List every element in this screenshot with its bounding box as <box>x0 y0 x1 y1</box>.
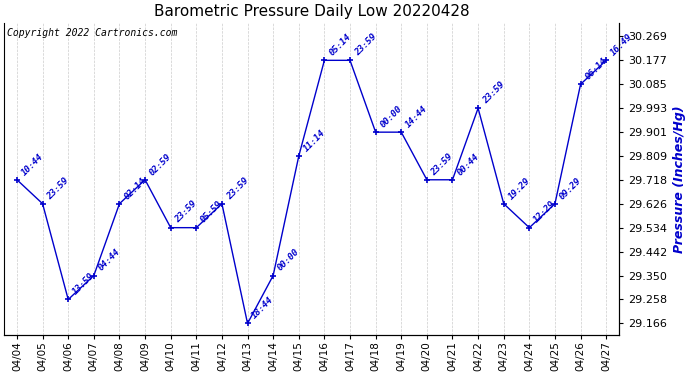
Text: 23:59: 23:59 <box>481 80 506 105</box>
Text: 02:59: 02:59 <box>148 152 173 177</box>
Text: 10:44: 10:44 <box>20 152 45 177</box>
Text: 05:14: 05:14 <box>327 32 353 57</box>
Text: 05:59: 05:59 <box>199 200 224 225</box>
Y-axis label: Pressure (Inches/Hg): Pressure (Inches/Hg) <box>673 105 686 253</box>
Text: 13:59: 13:59 <box>71 272 97 297</box>
Text: 02:14: 02:14 <box>122 176 148 201</box>
Text: 11:14: 11:14 <box>302 128 327 153</box>
Text: Copyright 2022 Cartronics.com: Copyright 2022 Cartronics.com <box>7 28 177 38</box>
Text: 19:29: 19:29 <box>506 176 532 201</box>
Text: 23:59: 23:59 <box>225 176 250 201</box>
Text: 00:00: 00:00 <box>276 248 302 273</box>
Text: 00:00: 00:00 <box>378 104 404 129</box>
Text: 09:29: 09:29 <box>558 176 583 201</box>
Text: 23:59: 23:59 <box>430 152 455 177</box>
Title: Barometric Pressure Daily Low 20220428: Barometric Pressure Daily Low 20220428 <box>154 4 469 19</box>
Text: 23:59: 23:59 <box>46 176 71 201</box>
Text: 04:44: 04:44 <box>97 248 122 273</box>
Text: 14:44: 14:44 <box>404 104 429 129</box>
Text: 06:14: 06:14 <box>583 56 609 81</box>
Text: 16:49: 16:49 <box>609 32 634 57</box>
Text: 18:44: 18:44 <box>250 295 276 321</box>
Text: 23:59: 23:59 <box>353 32 378 57</box>
Text: 12:29: 12:29 <box>532 200 558 225</box>
Text: 23:59: 23:59 <box>173 200 199 225</box>
Text: 00:44: 00:44 <box>455 152 481 177</box>
